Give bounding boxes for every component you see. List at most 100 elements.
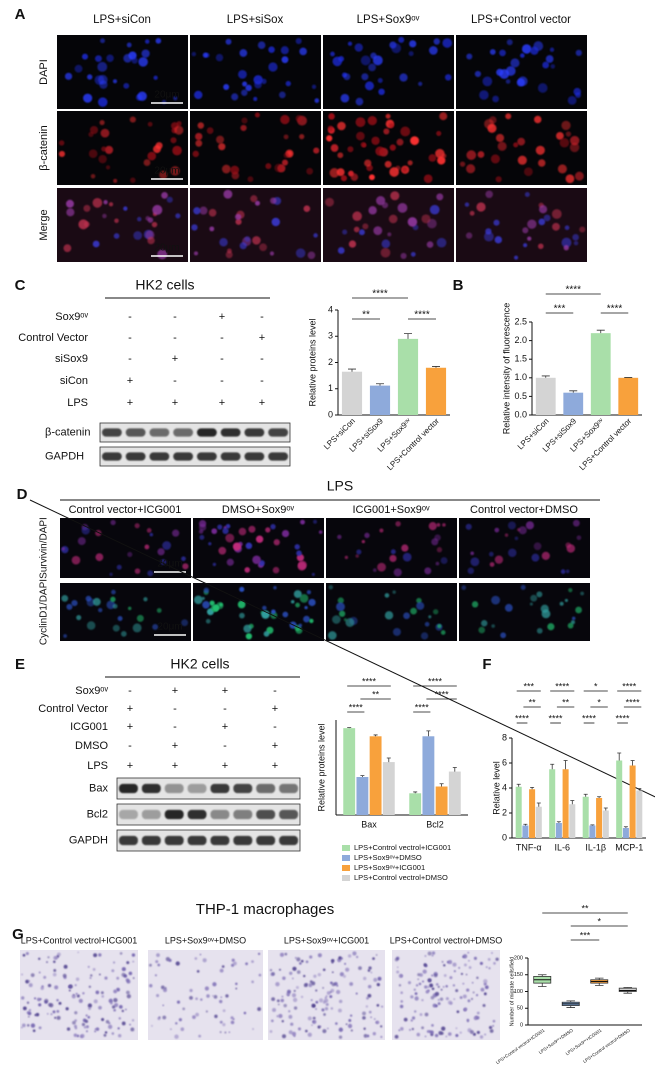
cell — [235, 213, 242, 221]
cell — [27, 979, 31, 983]
cell — [163, 988, 167, 993]
x-tick-label: TNF-α — [516, 842, 542, 852]
cell — [495, 133, 505, 143]
significance-label: ** — [372, 689, 380, 699]
cell — [310, 999, 313, 1002]
cell — [147, 570, 154, 577]
cell — [143, 597, 148, 602]
cell — [152, 623, 159, 630]
cell — [494, 236, 502, 244]
cell — [189, 988, 193, 993]
cell — [147, 151, 157, 161]
cell — [108, 202, 114, 207]
cell — [111, 1005, 116, 1009]
condition-sign: - — [173, 703, 177, 715]
cell — [361, 539, 365, 544]
cell — [87, 74, 93, 80]
cell — [156, 953, 160, 958]
blot-band — [220, 452, 241, 461]
significance-label: **** — [515, 713, 530, 723]
cell — [131, 953, 136, 957]
cell — [147, 121, 153, 127]
cell — [367, 116, 377, 126]
significance-label: **** — [435, 689, 450, 699]
cell — [290, 1022, 294, 1026]
cell — [97, 61, 108, 72]
condition-sign: + — [272, 760, 278, 772]
cell — [225, 523, 231, 529]
y-tick-label: 0 — [328, 409, 333, 419]
cell — [466, 1020, 469, 1023]
condition-sign: + — [219, 311, 225, 323]
cell — [130, 177, 136, 183]
cell — [112, 961, 116, 964]
cell — [162, 1004, 165, 1007]
cell — [337, 121, 346, 131]
blot-band — [119, 783, 138, 794]
cell — [431, 954, 434, 957]
cell — [480, 987, 485, 992]
cell — [381, 1005, 384, 1008]
panel-label: G — [12, 926, 24, 943]
cell — [328, 585, 334, 590]
blot-band — [125, 452, 146, 461]
cell — [223, 84, 230, 91]
error-bar — [348, 368, 356, 372]
cell — [74, 1026, 78, 1030]
cell — [81, 1022, 86, 1027]
cell — [127, 606, 132, 611]
legend-label: LPS+Control vectrol+ICG001 — [354, 843, 451, 852]
condition-sign: + — [172, 740, 178, 752]
cell — [271, 997, 276, 1002]
cell — [197, 122, 205, 129]
cell — [407, 217, 418, 227]
cell — [471, 981, 474, 984]
cell — [400, 126, 411, 137]
cell — [430, 995, 435, 1000]
cell — [483, 979, 488, 984]
cell — [46, 961, 48, 963]
cell — [401, 166, 408, 173]
cell — [291, 993, 297, 998]
condition-sign: - — [173, 721, 177, 733]
column-header: DMSO+Sox9ᵒᵛ — [222, 504, 295, 516]
cell — [537, 243, 544, 250]
condition-sign: + — [259, 332, 265, 344]
cell — [322, 1000, 326, 1004]
significance-label: **** — [607, 304, 623, 315]
y-tick-label: 2.0 — [514, 335, 527, 345]
cell — [254, 112, 260, 118]
cell — [362, 1011, 366, 1016]
cell — [110, 596, 116, 603]
cell — [292, 966, 297, 971]
cell — [239, 242, 247, 250]
cell — [154, 974, 157, 977]
cell — [92, 597, 101, 606]
cell — [153, 75, 158, 80]
cell — [445, 984, 448, 988]
cell — [277, 1003, 280, 1006]
cell — [388, 214, 398, 224]
cell — [340, 957, 344, 960]
cell — [230, 165, 240, 175]
cell — [53, 960, 56, 964]
cell — [419, 1013, 423, 1016]
cell — [523, 243, 528, 248]
cell — [307, 1016, 312, 1021]
cell — [98, 607, 103, 613]
bar — [535, 377, 556, 415]
cell — [459, 996, 463, 999]
cell — [559, 601, 564, 606]
cell — [155, 37, 162, 44]
condition-sign: + — [222, 760, 228, 772]
blot-band — [102, 428, 122, 437]
y-axis-label: Relative intensity of fluorescence — [501, 303, 511, 435]
y-tick-label: 1.5 — [514, 354, 527, 364]
cell — [396, 970, 400, 974]
cell — [420, 632, 429, 640]
cell — [538, 205, 548, 214]
y-tick-label: 50 — [517, 1006, 523, 1012]
bar — [535, 806, 542, 838]
cell — [439, 997, 444, 1001]
cell — [336, 984, 339, 987]
